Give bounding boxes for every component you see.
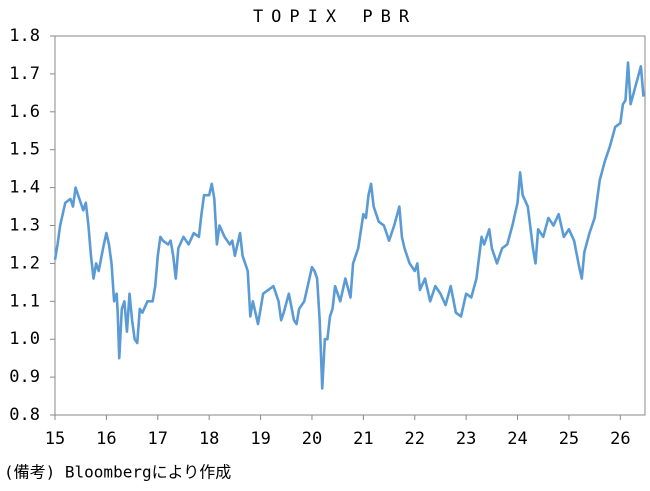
- chart-title: TOPIX PBR: [253, 7, 417, 27]
- plot-frame: [54, 35, 646, 416]
- x-tick-label: 23: [456, 429, 476, 449]
- x-tick-label: 25: [559, 429, 579, 449]
- x-tick-label: 17: [148, 429, 168, 449]
- x-tick-label: 21: [353, 429, 373, 449]
- series-line: [53, 61, 645, 390]
- x-tick-label: 20: [302, 429, 322, 449]
- x-tick-label: 19: [250, 429, 270, 449]
- y-tick-label: 1.2: [9, 253, 40, 273]
- y-tick-label: 1.1: [9, 291, 40, 311]
- source-note: (備考) Bloombergにより作成: [4, 463, 231, 482]
- x-tick-label: 24: [507, 429, 527, 449]
- x-tick-label: 18: [199, 429, 219, 449]
- y-tick-label: 1.3: [9, 216, 40, 236]
- y-tick-label: 1.7: [9, 64, 40, 84]
- y-tick-label: 1.6: [9, 102, 40, 122]
- x-tick-label: 16: [96, 429, 116, 449]
- x-tick-label: 22: [405, 429, 425, 449]
- y-tick-label: 1.4: [9, 178, 40, 198]
- x-tick-label: 15: [45, 429, 65, 449]
- y-tick-label: 1.8: [9, 26, 40, 46]
- x-tick-label: 26: [610, 429, 630, 449]
- y-tick-label: 1.5: [9, 140, 40, 160]
- y-tick-label: 0.8: [9, 405, 40, 425]
- y-tick-label: 0.9: [9, 367, 40, 387]
- y-tick-label: 1.0: [9, 329, 40, 349]
